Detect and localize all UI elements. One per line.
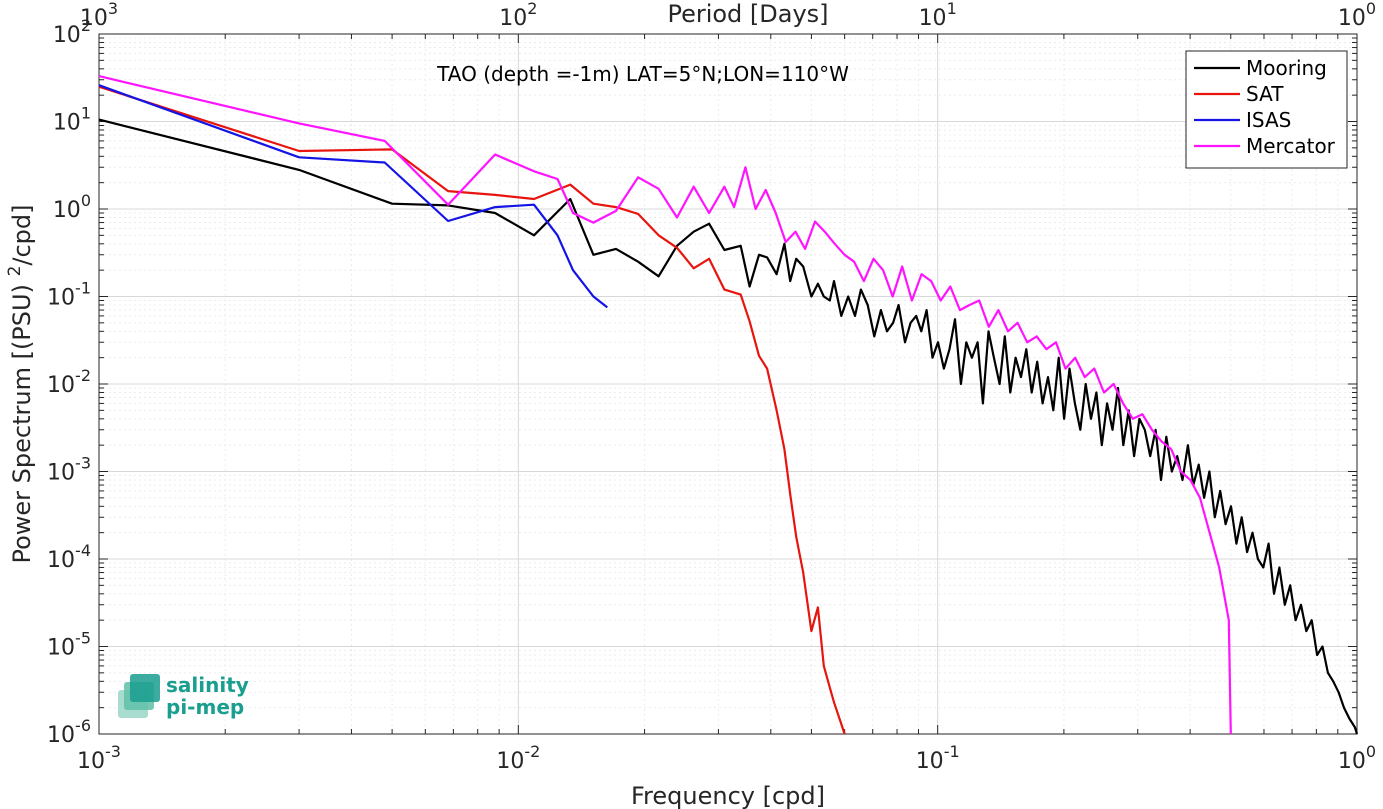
y-tick-label: 10-1 <box>47 279 91 311</box>
logo-mark-3 <box>130 674 160 702</box>
logo-text-line2: pi-mep <box>166 695 244 719</box>
y-tick-label: 10-4 <box>47 541 91 573</box>
legend-box <box>1185 50 1348 169</box>
y-axis-title-text: Power Spectrum [(PSU) <box>8 284 36 563</box>
legend-label-sat: SAT <box>1246 82 1284 106</box>
series-lines <box>98 75 1359 735</box>
y-axis-title: Power Spectrum [(PSU) 2/cpd] <box>5 204 36 563</box>
x2-axis-title: Period [Days] <box>667 0 828 28</box>
y-tick-label: 100 <box>53 191 91 223</box>
y-axis-title-rest: /cpd] <box>8 204 36 265</box>
x-tick-label: 10-3 <box>77 742 121 774</box>
x2-tick-labels: 103 102 101 100 <box>80 0 1376 31</box>
x-tick-label: 10-2 <box>496 742 540 774</box>
legend-label-mercator: Mercator <box>1246 134 1336 158</box>
y-tick-label: 10-5 <box>47 629 91 661</box>
y-tick-label: 10-3 <box>47 454 91 486</box>
grid <box>98 34 1357 735</box>
series-line-sat <box>98 85 846 735</box>
series-line-mercator <box>98 75 1232 735</box>
x2-tick-label: 102 <box>499 0 537 31</box>
legend-label-mooring: Mooring <box>1246 56 1327 80</box>
x-axis-title: Frequency [cpd] <box>631 782 825 809</box>
x2-tick-label: 100 <box>1338 0 1376 31</box>
series-line-mooring <box>98 118 1359 735</box>
y-tick-label: 10-6 <box>47 716 91 748</box>
salinity-pi-mep-logo: salinity pi-mep <box>118 673 249 719</box>
y-axis-title-superscript: 2 <box>5 266 25 277</box>
series-line-isas <box>98 84 608 309</box>
x-tick-label: 100 <box>1338 742 1376 774</box>
x-tick-label: 10-1 <box>916 742 960 774</box>
axis-ticks <box>98 34 1357 735</box>
y-tick-label: 101 <box>53 104 91 136</box>
chart-annotation: TAO (depth =-1m) LAT=5°N;LON=110°W <box>436 62 849 86</box>
logo-text-line1: salinity <box>166 673 249 697</box>
legend-label-isas: ISAS <box>1246 108 1291 132</box>
y-tick-label: 102 <box>53 16 91 48</box>
x-tick-labels: 10-3 10-2 10-1 100 <box>77 742 1376 774</box>
x2-tick-label: 101 <box>919 0 957 31</box>
x2-tick-label: 103 <box>80 0 118 31</box>
y-tick-label: 10-2 <box>47 366 91 398</box>
y-tick-labels: 10-6 10-5 10-4 10-3 10-2 10-1 100 101 102 <box>47 16 91 748</box>
